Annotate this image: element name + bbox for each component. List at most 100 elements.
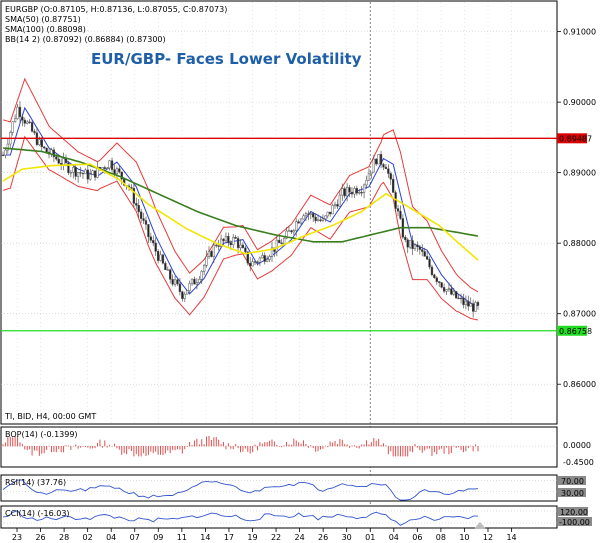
candle-body — [312, 213, 315, 218]
candle-body — [387, 168, 390, 174]
bop-bar — [201, 439, 203, 447]
date-tick-label: 22 — [271, 533, 281, 542]
candle-body — [178, 283, 182, 292]
candle-body — [467, 300, 470, 307]
candle-body — [249, 262, 252, 267]
bop-bar — [157, 446, 159, 455]
bop-bar — [324, 445, 326, 447]
bop-bar — [38, 446, 40, 456]
candle-body — [411, 240, 414, 250]
bop-bar — [191, 445, 193, 447]
bop-bar — [208, 436, 210, 447]
bop-bar — [232, 446, 234, 450]
bop-bar — [290, 444, 292, 447]
bop-bar — [264, 442, 266, 447]
candle-body — [113, 169, 116, 175]
cursor-marker-icon — [474, 522, 486, 529]
bop-bar — [336, 444, 338, 447]
bop-bar — [402, 446, 404, 457]
candle-body — [370, 171, 373, 175]
bop-bar — [443, 446, 445, 454]
candle-body — [142, 218, 145, 221]
bop-bar — [373, 437, 375, 447]
cci-line — [1, 510, 557, 526]
candle-body — [215, 244, 218, 247]
date-tick-label: 26 — [35, 533, 45, 542]
rsi-tick-low-tag — [558, 488, 586, 497]
bop-bar — [295, 440, 297, 447]
candle-body — [72, 167, 75, 173]
candle-body — [408, 240, 412, 248]
candle-body — [282, 237, 286, 245]
bop-bar — [477, 446, 479, 452]
candle-body — [110, 160, 114, 170]
bop-bar — [412, 446, 414, 453]
bop-bar — [310, 445, 312, 447]
candle-body — [74, 167, 77, 177]
bop-bar — [55, 446, 57, 453]
bop-bar — [356, 446, 358, 448]
bop-bar — [77, 446, 79, 449]
rsi-line — [1, 479, 557, 501]
candle-body — [239, 244, 242, 249]
candle-body — [336, 204, 339, 207]
candle-body — [166, 269, 169, 271]
bop-bar — [203, 444, 205, 447]
bop-bar — [380, 444, 382, 447]
bop-bar — [31, 446, 33, 456]
cci-panel — [0, 505, 558, 529]
bop-bar — [14, 436, 16, 447]
candle-body — [144, 220, 148, 225]
bop-bar — [378, 438, 380, 447]
bop-bar — [196, 438, 198, 447]
candle-body — [270, 247, 274, 257]
rsi-tick-low: 30.00 — [561, 489, 584, 498]
bop-bar — [249, 446, 251, 454]
bop-bar — [87, 446, 89, 448]
bop-bar — [312, 446, 314, 449]
candle-body — [183, 293, 186, 299]
candle-body — [331, 205, 334, 215]
bop-bar — [26, 446, 28, 451]
bop-bar — [206, 436, 208, 447]
bop-bar — [150, 446, 152, 452]
candle-body — [60, 163, 63, 165]
bop-bar — [395, 446, 397, 457]
candle-body — [438, 281, 441, 283]
bop-bar — [271, 439, 273, 447]
cci-tick-low: -100.00 — [559, 518, 590, 527]
bop-bar — [475, 444, 477, 447]
candle-body — [404, 236, 407, 241]
candle-body — [76, 172, 80, 177]
candle-body — [321, 218, 325, 221]
candle-body — [379, 154, 383, 165]
candle-body — [396, 208, 400, 212]
date-tick-label: 24 — [295, 533, 305, 542]
bop-bar — [7, 437, 9, 447]
candle-body — [445, 289, 448, 292]
bop-bar — [334, 440, 336, 447]
candle-body — [224, 235, 228, 242]
bop-bar — [448, 446, 450, 455]
price-panel — [0, 0, 558, 425]
candle-body — [462, 297, 465, 306]
bop-bar — [366, 440, 368, 447]
bop-bar — [189, 441, 191, 447]
date-tick-label: 12 — [483, 533, 493, 542]
candle-body — [43, 146, 46, 149]
bop-bar — [2, 444, 4, 447]
bop-bar — [186, 446, 188, 447]
candle-body — [266, 259, 269, 262]
bop-bar — [213, 437, 215, 447]
bop-bar — [140, 446, 142, 457]
bop-bar — [160, 446, 162, 455]
candle-body — [268, 256, 271, 260]
date-tick-label: 04 — [106, 533, 116, 542]
bop-bar — [298, 442, 300, 447]
rsi-path — [2, 479, 479, 501]
bop-bar — [414, 444, 416, 447]
candle-body — [430, 266, 434, 276]
candle-body — [57, 158, 60, 164]
candle-body — [103, 167, 106, 169]
candle-body — [186, 290, 189, 295]
